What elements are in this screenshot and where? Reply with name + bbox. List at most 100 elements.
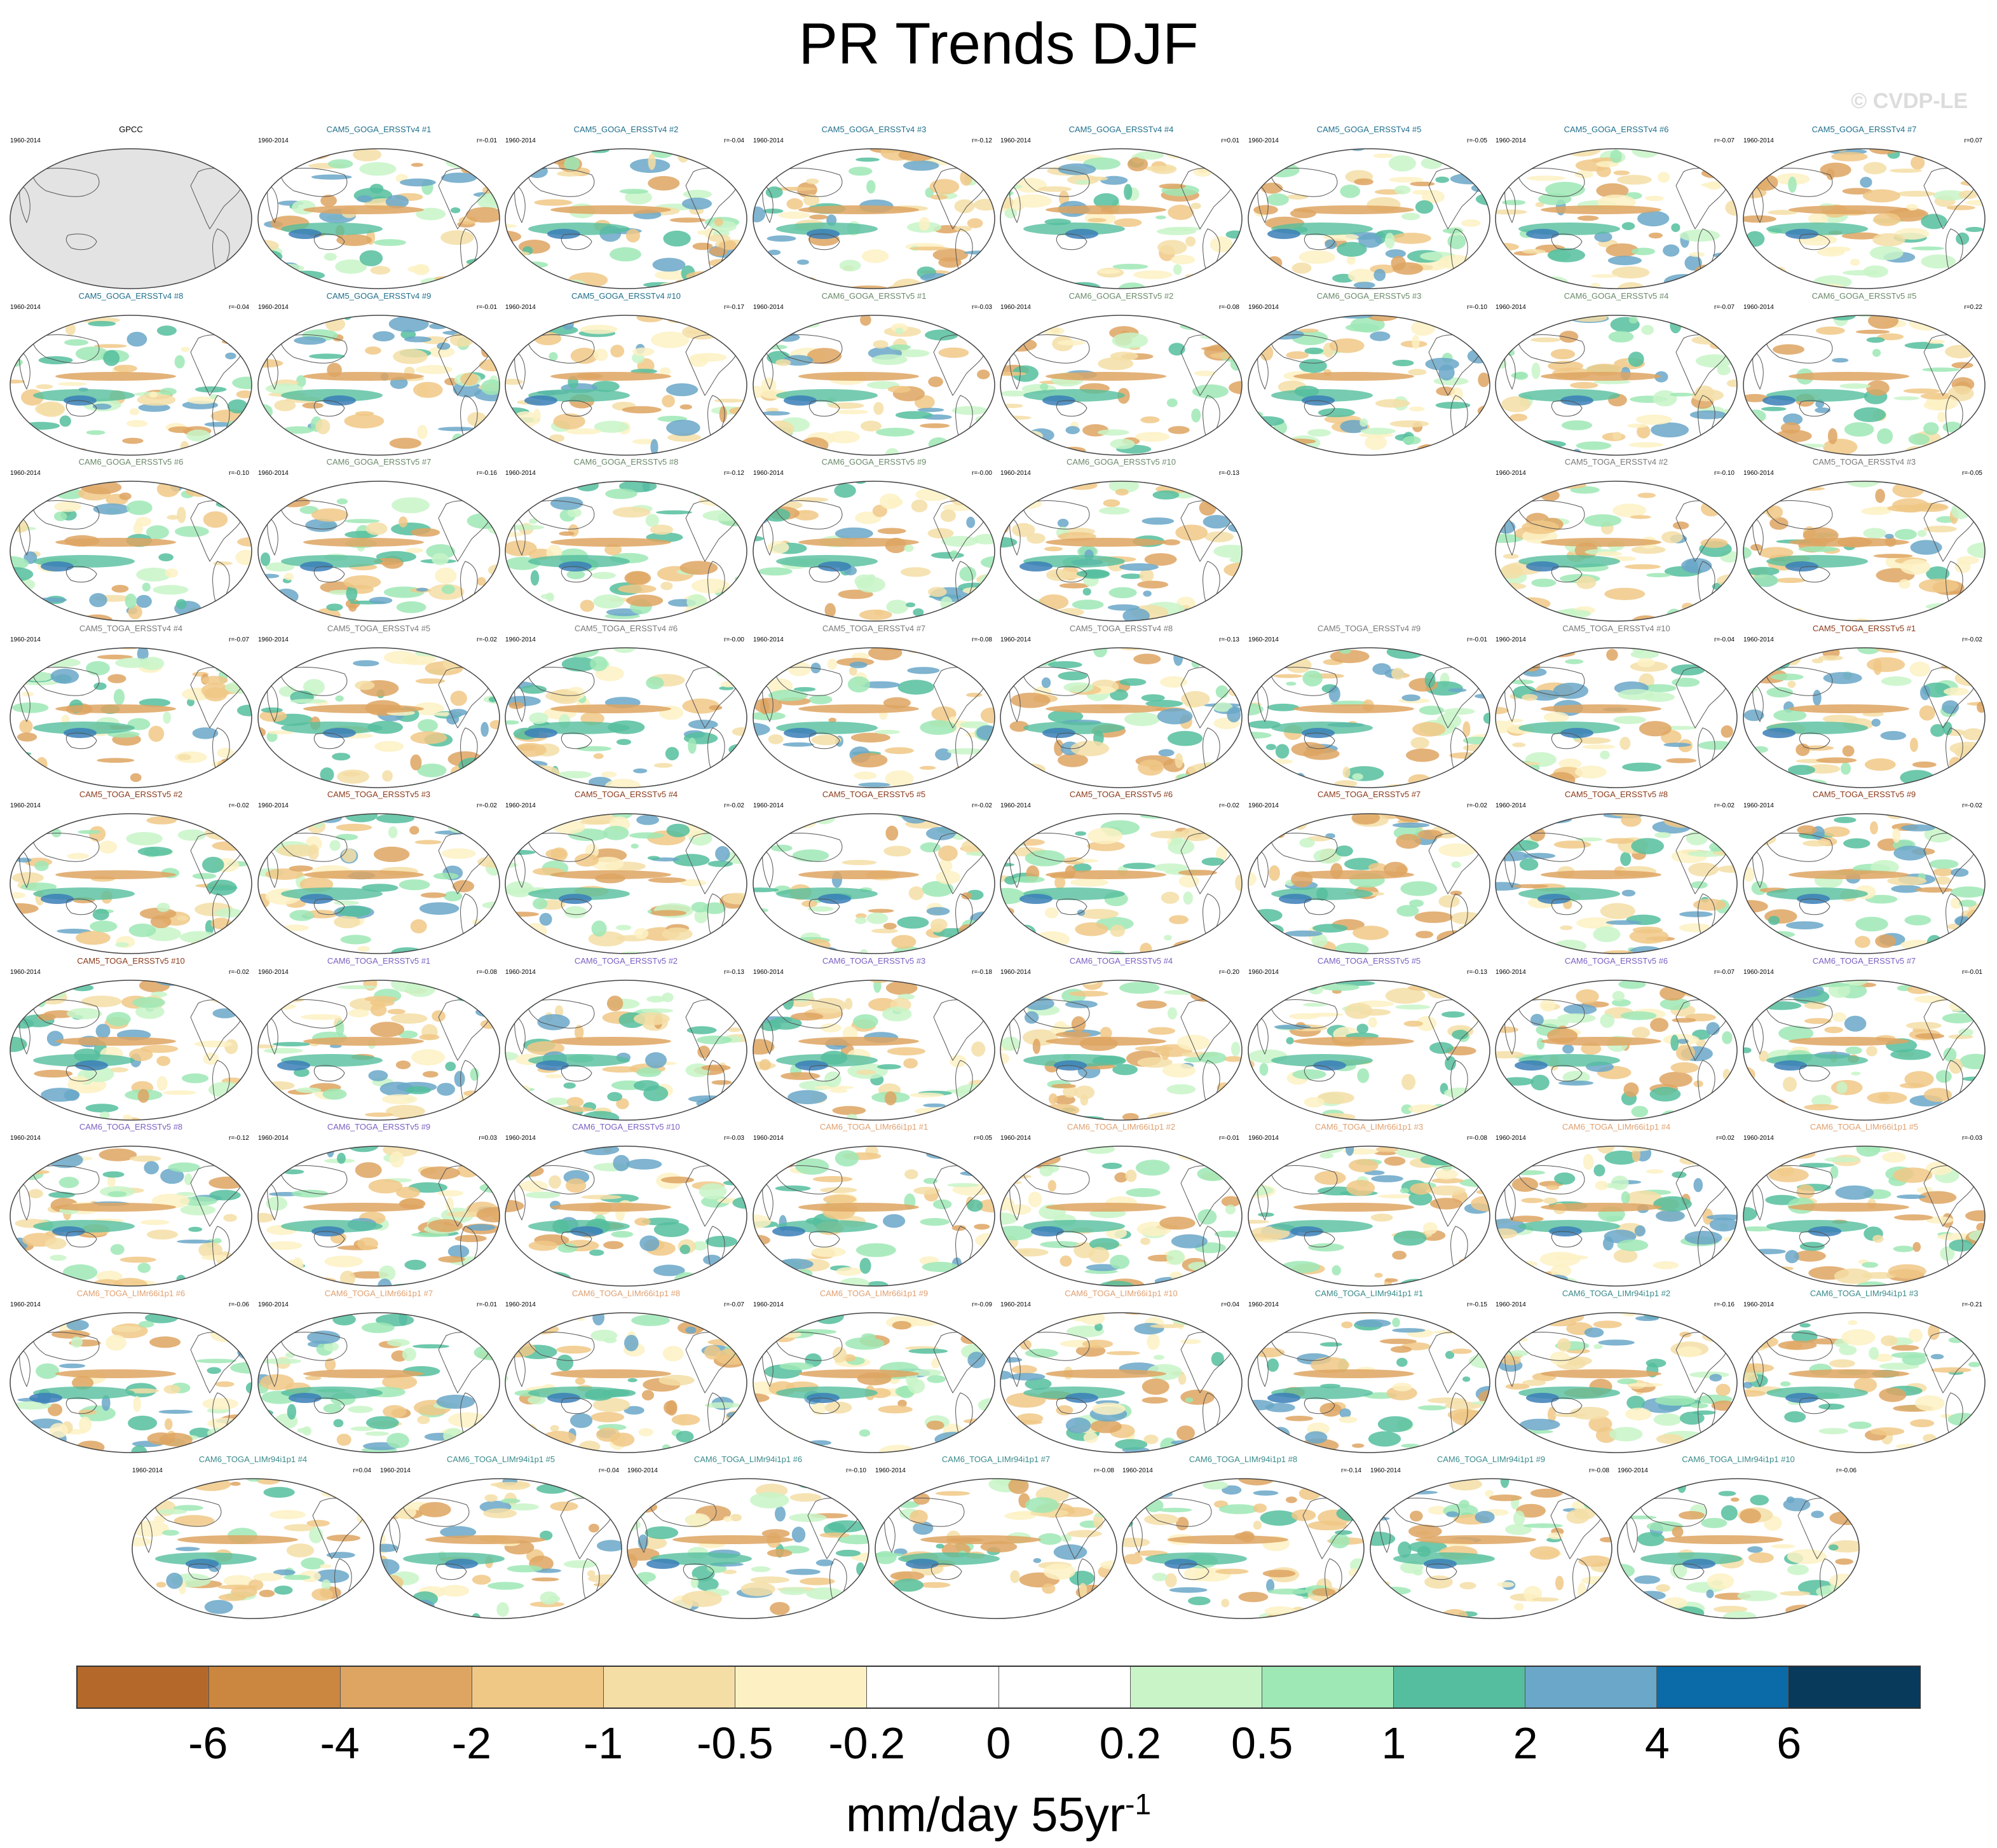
panel-period: 1960-2014: [258, 304, 289, 311]
panel-period: 1960-2014: [1496, 1135, 1526, 1142]
map-panel: CAM5_GOGA_ERSSTv4 #3 1960-2014 r=-0.12: [751, 125, 997, 291]
colorbar-tick-label: -0.5: [697, 1718, 774, 1768]
panel-period: 1960-2014: [1000, 470, 1031, 477]
panel-period: 1960-2014: [1743, 1135, 1774, 1142]
colorbar-bin: [472, 1667, 604, 1708]
panel-correlation: r=-0.06: [1836, 1467, 1857, 1474]
world-map: [10, 647, 252, 788]
map-panel: CAM6_GOGA_ERSSTv5 #8 1960-2014 r=-0.12: [503, 457, 749, 624]
map-panel: CAM6_GOGA_ERSSTv5 #10 1960-2014 r=-0.13: [998, 457, 1244, 624]
world-map: [10, 1312, 252, 1453]
panel-title: CAM5_TOGA_ERSSTv5 #5: [822, 790, 926, 799]
panel-period: 1960-2014: [1743, 802, 1774, 809]
world-map: [10, 315, 252, 456]
panel-title: CAM6_TOGA_ERSSTv5 #1: [327, 956, 431, 966]
world-map: [1370, 1478, 1612, 1619]
world-map: [505, 813, 747, 954]
panel-correlation: r=-0.08: [1094, 1467, 1114, 1474]
panel-period: 1960-2014: [753, 1301, 784, 1308]
panel-correlation: r=-0.15: [1467, 1301, 1487, 1308]
panel-correlation: r=0.04: [353, 1467, 371, 1474]
panel-correlation: r=-0.00: [724, 636, 744, 643]
panel-title: CAM6_TOGA_LIMr66i1p1 #4: [1562, 1122, 1671, 1132]
world-map: [257, 1312, 500, 1453]
panel-period: 1960-2014: [1496, 1301, 1526, 1308]
colorbar: [76, 1666, 1921, 1709]
map-panel: CAM6_TOGA_ERSSTv5 #7 1960-2014 r=-0.01: [1741, 956, 1987, 1123]
panel-correlation: r=-0.00: [972, 470, 992, 477]
panel-title: CAM6_TOGA_ERSSTv5 #3: [822, 956, 926, 966]
world-map: [1617, 1478, 1860, 1619]
panel-period: 1960-2014: [1000, 1135, 1031, 1142]
panel-correlation: r=-0.13: [724, 969, 744, 976]
panel-period: 1960-2014: [505, 304, 536, 311]
panel-period: 1960-2014: [1000, 1301, 1031, 1308]
panel-correlation: r=-0.02: [1962, 802, 1982, 809]
map-panel: CAM6_TOGA_ERSSTv5 #1 1960-2014 r=-0.08: [256, 956, 502, 1123]
panel-period: 1960-2014: [10, 1135, 41, 1142]
world-map: [1248, 980, 1490, 1121]
panel-period: 1960-2014: [1743, 304, 1774, 311]
panel-title: CAM5_TOGA_ERSSTv5 #2: [79, 790, 183, 799]
map-panel: CAM5_TOGA_ERSSTv5 #3 1960-2014 r=-0.02: [256, 790, 502, 956]
panel-period: 1960-2014: [10, 802, 41, 809]
units-label: mm/day 55yr: [845, 1788, 1126, 1842]
world-map: [505, 315, 747, 456]
panel-title: CAM6_TOGA_LIMr66i1p1 #9: [819, 1289, 929, 1298]
world-map: [1000, 813, 1243, 954]
map-panel: CAM6_TOGA_LIMr94i1p1 #4 1960-2014 r=0.04: [130, 1454, 376, 1621]
panel-correlation: r=-0.03: [972, 304, 992, 311]
map-panel: CAM5_TOGA_ERSSTv4 #4 1960-2014 r=-0.07: [8, 624, 254, 790]
panel-correlation: r=-0.02: [1962, 636, 1982, 643]
world-map: [257, 315, 500, 456]
colorbar-bin: [341, 1667, 473, 1708]
map-panel: CAM5_TOGA_ERSSTv4 #3 1960-2014 r=-0.05: [1741, 457, 1987, 624]
map-panel: CAM6_GOGA_ERSSTv5 #4 1960-2014 r=-0.07: [1493, 291, 1740, 458]
map-panel: CAM6_TOGA_ERSSTv5 #9 1960-2014 r=0.03: [256, 1122, 502, 1289]
panel-title: CAM5_GOGA_ERSSTv4 #9: [326, 291, 432, 301]
panel-title: CAM6_TOGA_LIMr94i1p1 #8: [1189, 1454, 1298, 1464]
colorbar-bin: [604, 1667, 736, 1708]
map-panel: GPCC 1960-2014: [8, 125, 254, 291]
world-map: [1743, 148, 1986, 289]
panel-correlation: r=0.07: [1964, 137, 1982, 144]
panel-title: CAM5_TOGA_ERSSTv5 #10: [77, 956, 185, 966]
world-map: [1495, 315, 1738, 456]
panel-period: 1960-2014: [1122, 1467, 1153, 1474]
panel-title: CAM6_TOGA_LIMr94i1p1 #6: [693, 1454, 803, 1464]
panel-period: 1960-2014: [1000, 802, 1031, 809]
map-panel: CAM5_TOGA_ERSSTv5 #5 1960-2014 r=-0.02: [751, 790, 997, 956]
panel-title: CAM6_TOGA_LIMr66i1p1 #6: [76, 1289, 186, 1298]
map-panel: CAM6_TOGA_LIMr94i1p1 #7 1960-2014 r=-0.08: [873, 1454, 1119, 1621]
world-map: [505, 1312, 747, 1453]
world-map: [1743, 813, 1986, 954]
colorbar-tick-label: 4: [1644, 1718, 1670, 1768]
panel-period: 1960-2014: [1743, 470, 1774, 477]
panel-title: CAM6_TOGA_ERSSTv5 #9: [327, 1122, 431, 1132]
panel-title: CAM6_TOGA_LIMr94i1p1 #3: [1810, 1289, 1919, 1298]
world-map: [875, 1478, 1117, 1619]
panel-title: CAM6_TOGA_LIMr94i1p1 #4: [198, 1454, 308, 1464]
map-panel: CAM5_TOGA_ERSSTv4 #6 1960-2014 r=-0.00: [503, 624, 749, 790]
world-map: [753, 481, 995, 622]
map-panel: CAM5_TOGA_ERSSTv5 #10 1960-2014 r=-0.02: [8, 956, 254, 1123]
panel-period: 1960-2014: [1000, 969, 1031, 976]
panel-title: CAM6_GOGA_ERSSTv5 #9: [821, 457, 927, 467]
world-map: [1122, 1478, 1365, 1619]
panel-period: 1960-2014: [1743, 137, 1774, 144]
world-map: [1000, 1146, 1243, 1287]
world-map: [1000, 481, 1243, 622]
panel-correlation: r=-0.13: [1219, 636, 1239, 643]
panel-title: CAM5_GOGA_ERSSTv4 #10: [571, 291, 681, 301]
panel-correlation: r=-0.10: [1714, 470, 1735, 477]
panel-period: 1960-2014: [753, 802, 784, 809]
world-map: [753, 148, 995, 289]
panel-correlation: r=-0.03: [1962, 1135, 1982, 1142]
panel-title: CAM5_TOGA_ERSSTv5 #4: [574, 790, 678, 799]
world-map: [627, 1478, 869, 1619]
world-map: [1743, 481, 1986, 622]
map-panel: CAM6_TOGA_LIMr94i1p1 #6 1960-2014 r=-0.10: [625, 1454, 871, 1621]
colorbar-bin: [1789, 1667, 1920, 1708]
panel-title: CAM6_TOGA_LIMr94i1p1 #5: [446, 1454, 555, 1464]
colorbar-bin: [1393, 1667, 1525, 1708]
